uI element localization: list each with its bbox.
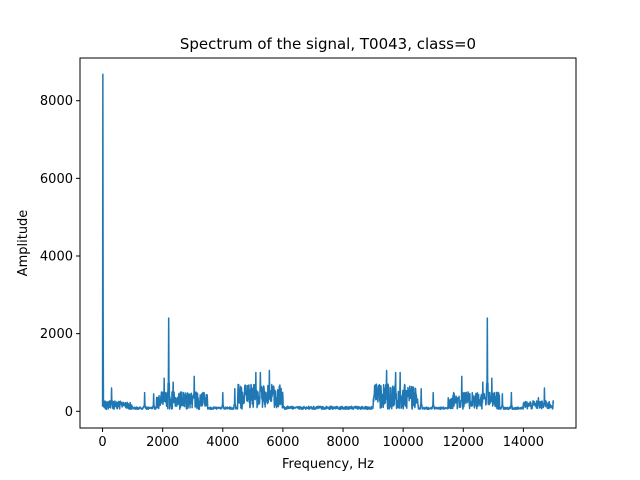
y-axis: 0 2000 4000 6000 8000 — [40, 94, 80, 420]
chart-title: Spectrum of the signal, T0043, class=0 — [180, 35, 476, 53]
x-tick-label: 8000 — [326, 435, 359, 450]
x-tick-label: 10000 — [382, 435, 423, 450]
y-tick-label: 6000 — [40, 172, 73, 187]
axes-frame — [79, 57, 577, 429]
y-tick-label: 0 — [65, 405, 73, 420]
x-tick-label: 6000 — [266, 435, 299, 450]
x-tick-label: 2000 — [146, 435, 179, 450]
spectrum-line — [101, 73, 555, 411]
x-tick-label: 0 — [98, 435, 106, 450]
y-axis-label: Amplitude — [16, 210, 31, 277]
x-tick-label: 14000 — [503, 435, 544, 450]
x-axis-label: Frequency, Hz — [282, 457, 374, 472]
y-tick-label: 8000 — [40, 94, 73, 109]
x-axis: 0 2000 4000 6000 8000 10000 12000 14000 — [98, 428, 544, 450]
x-tick-label: 12000 — [443, 435, 484, 450]
plot-area — [101, 73, 555, 411]
y-tick-label: 4000 — [40, 250, 73, 265]
x-tick-label: 4000 — [206, 435, 239, 450]
y-tick-label: 2000 — [40, 327, 73, 342]
